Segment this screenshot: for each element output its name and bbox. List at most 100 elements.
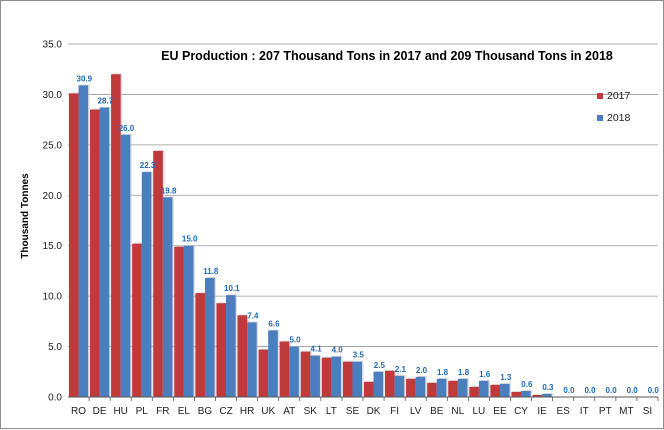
x-tick-label-EE: EE bbox=[493, 406, 507, 417]
bar-2018-CY bbox=[521, 390, 531, 397]
y-tick-label: 15.0 bbox=[43, 241, 63, 252]
x-tick-label-FI: FI bbox=[390, 406, 399, 417]
data-label-2018-CY: 0.6 bbox=[521, 380, 533, 389]
bar-2018-RO bbox=[78, 85, 89, 397]
bar-2018-DE bbox=[99, 107, 110, 397]
bar-2017-LU bbox=[469, 386, 479, 397]
x-tick-label-LV: LV bbox=[410, 406, 422, 417]
x-tick-label-MT: MT bbox=[619, 406, 633, 417]
bar-2018-IE bbox=[542, 393, 552, 397]
data-label-2018-NL: 1.8 bbox=[458, 368, 470, 377]
data-label-2018-AT: 5.0 bbox=[289, 336, 301, 345]
data-label-2018-RO: 30.9 bbox=[77, 74, 93, 83]
bar-2017-DE bbox=[90, 109, 100, 398]
bar-2018-CZ bbox=[226, 295, 236, 397]
x-tick-label-UK: UK bbox=[261, 406, 275, 417]
y-axis-label: Thousand Tonnes bbox=[20, 173, 31, 259]
y-tick-label: 0.0 bbox=[48, 393, 62, 404]
y-tick-label: 30.0 bbox=[43, 90, 63, 101]
bar-2017-SE bbox=[342, 361, 353, 397]
x-tick-label-AT: AT bbox=[283, 406, 295, 417]
y-tick-label: 35.0 bbox=[43, 40, 63, 51]
x-tick-label-ES: ES bbox=[557, 406, 571, 417]
data-label-2018-SE: 3.5 bbox=[353, 351, 365, 360]
legend-swatch-2018 bbox=[597, 115, 603, 121]
bar-2017-FR bbox=[153, 150, 163, 397]
data-label-2018-LT: 4.0 bbox=[332, 346, 344, 355]
y-tick-label: 25.0 bbox=[43, 140, 63, 151]
bar-2017-BG bbox=[195, 293, 205, 397]
legend-label-2018: 2018 bbox=[607, 112, 631, 124]
data-label-2018-IE: 0.3 bbox=[542, 383, 554, 392]
y-tick-label: 10.0 bbox=[43, 292, 63, 303]
bar-2017-CY bbox=[511, 391, 522, 397]
bar-2018-BE bbox=[436, 378, 447, 397]
bar-2017-EE bbox=[490, 384, 500, 397]
bar-2018-SK bbox=[310, 355, 320, 397]
x-tick-label-NL: NL bbox=[451, 406, 464, 417]
x-tick-label-SE: SE bbox=[346, 406, 360, 417]
bar-2018-LT bbox=[331, 356, 341, 397]
x-tick-label-IE: IE bbox=[537, 406, 547, 417]
bar-2018-HR bbox=[247, 322, 257, 397]
bar-2018-UK bbox=[268, 330, 278, 397]
x-tick-label-PT: PT bbox=[599, 406, 612, 417]
y-tick-label: 5.0 bbox=[48, 342, 62, 353]
bar-2017-IE bbox=[532, 394, 543, 397]
bars bbox=[68, 73, 554, 398]
bar-2017-CZ bbox=[216, 303, 227, 397]
data-label-2018-DE: 28.7 bbox=[98, 97, 114, 106]
y-tick-label: 20.0 bbox=[43, 191, 63, 202]
bar-2017-UK bbox=[258, 349, 269, 397]
x-tick-label-EL: EL bbox=[178, 406, 191, 417]
x-axis-ticks: RO DE HU PL FR EL BG CZ HR UK AT SK LT SE DK FI LV BE NL LU… bbox=[71, 397, 659, 417]
x-tick-label-PL: PL bbox=[136, 406, 149, 417]
x-tick-label-DE: DE bbox=[93, 406, 107, 417]
bar-2017-PL bbox=[132, 243, 142, 397]
bar-2018-DK bbox=[373, 371, 384, 397]
data-labels: 30.9 28.7 26.0 22.3 19.8 15.0 11.8 10.1 7.4 6.6 5.… bbox=[77, 74, 660, 395]
data-label-2018-ES: 0.0 bbox=[563, 386, 575, 395]
bar-2017-FI bbox=[385, 370, 395, 397]
x-tick-label-HU: HU bbox=[113, 406, 127, 417]
x-tick-label-SI: SI bbox=[643, 406, 652, 417]
bar-2018-FR bbox=[162, 197, 173, 397]
bar-2018-SE bbox=[352, 361, 363, 397]
data-label-2018-BG: 11.8 bbox=[203, 267, 219, 276]
data-label-2018-PT: 0.0 bbox=[606, 386, 618, 395]
legend: 2017 2018 bbox=[597, 90, 631, 124]
data-label-2018-DK: 2.5 bbox=[374, 361, 386, 370]
legend-label-2017: 2017 bbox=[607, 90, 631, 102]
bar-2018-EE bbox=[499, 383, 510, 397]
bar-2017-RO bbox=[68, 93, 79, 398]
bar-2017-AT bbox=[279, 341, 290, 397]
bar-2018-FI bbox=[394, 375, 405, 397]
x-tick-label-LU: LU bbox=[472, 406, 485, 417]
x-tick-label-IT: IT bbox=[580, 406, 589, 417]
bar-2017-HU bbox=[111, 74, 121, 397]
data-label-2018-IT: 0.0 bbox=[584, 386, 596, 395]
x-tick-label-DK: DK bbox=[367, 406, 381, 417]
bar-2018-NL bbox=[457, 378, 468, 397]
x-tick-label-SK: SK bbox=[304, 406, 318, 417]
x-tick-label-BE: BE bbox=[430, 406, 444, 417]
x-tick-label-CY: CY bbox=[514, 406, 528, 417]
data-label-2018-LU: 1.6 bbox=[479, 370, 491, 379]
data-label-2018-SI: 0.0 bbox=[648, 386, 660, 395]
x-tick-label-LT: LT bbox=[326, 406, 337, 417]
x-tick-label-CZ: CZ bbox=[219, 406, 232, 417]
data-label-2018-CZ: 10.1 bbox=[224, 284, 240, 293]
bar-2018-BG bbox=[204, 277, 215, 397]
data-label-2018-HU: 26.0 bbox=[119, 124, 135, 133]
bar-2018-EL bbox=[183, 245, 194, 397]
bar-2017-LV bbox=[406, 378, 416, 397]
data-label-2018-LV: 2.0 bbox=[416, 366, 428, 375]
bar-2018-PL bbox=[141, 172, 152, 397]
data-label-2018-HR: 7.4 bbox=[247, 311, 259, 320]
bar-2018-AT bbox=[289, 346, 299, 397]
data-label-2018-FR: 19.8 bbox=[161, 186, 177, 195]
data-label-2018-EL: 15.0 bbox=[182, 235, 198, 244]
bar-2018-LU bbox=[478, 380, 489, 397]
